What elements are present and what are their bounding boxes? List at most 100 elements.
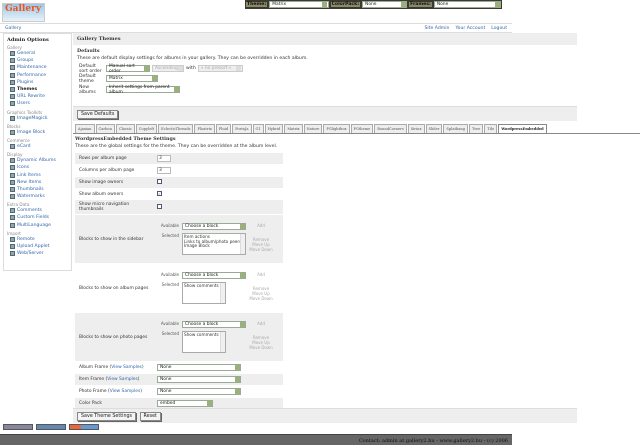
available-blocks-select[interactable]: Choose a block [182, 223, 246, 230]
album-frame-label: Album Frame (View Samples) [79, 365, 144, 370]
sidebar-item-groups[interactable]: Groups [7, 57, 68, 64]
selected-block-item[interactable]: Show comments [184, 283, 219, 288]
available-blocks-select[interactable]: Choose a block [182, 272, 246, 279]
photo-frame-select[interactable]: None [157, 388, 241, 395]
selected-blocks-list[interactable]: Show comments [182, 331, 226, 353]
sidebar-item-performance[interactable]: Performance [7, 72, 68, 79]
remove-button[interactable]: Remove [252, 237, 270, 242]
move-down-button[interactable]: Move Down [249, 247, 273, 252]
validator-badge[interactable] [3, 424, 33, 430]
sidebar-item-upload-applet[interactable]: Upload Applet [7, 243, 68, 250]
tab-hybrid[interactable]: Hybrid [264, 124, 284, 133]
gallery-badge[interactable] [69, 424, 99, 430]
selected-block-item[interactable]: Links to album/photo peers [184, 238, 242, 244]
sidebar-item-comments[interactable]: Comments [7, 207, 68, 214]
tab-roundcorners[interactable]: RoundCorners [374, 124, 407, 133]
breadcrumb-gallery[interactable]: Gallery [5, 25, 22, 31]
sidebar-item-remote[interactable]: Remote [7, 236, 68, 243]
selected-block-item[interactable]: Show comments [184, 332, 219, 337]
colorpack-select[interactable]: embed [157, 400, 213, 407]
sidebar-item-label: Upload Applet [17, 244, 50, 250]
move-up-button[interactable]: Move Up [252, 242, 270, 247]
micro-nav-checkbox[interactable] [157, 203, 162, 209]
selected-block-item[interactable]: Item actions [184, 234, 210, 239]
sidebar-item-watermarks[interactable]: Watermarks [7, 193, 68, 200]
sidebar-item-maintenance[interactable]: Maintenance [7, 64, 68, 71]
logout-link[interactable]: Logout [491, 25, 507, 31]
colorpack-select[interactable]: None [362, 1, 408, 8]
tab-nature[interactable]: Nature [303, 124, 323, 133]
theme-select[interactable]: Matrix [269, 1, 329, 8]
sidebar-item-dynamic-albums[interactable]: Dynamic Albums [7, 157, 68, 164]
sidebar-item-custom-fields[interactable]: Custom Fields [7, 214, 68, 221]
sidebar-item-ecard[interactable]: eCard [7, 143, 68, 150]
sidebar-item-image-block[interactable]: Image Block [7, 129, 68, 136]
show-image-owners-checkbox[interactable] [157, 179, 162, 184]
tab-siriux[interactable]: Siriux [407, 124, 425, 133]
tab-pglightbox[interactable]: PGlightbox [323, 124, 350, 133]
tab-portaja[interactable]: PortaJa [232, 124, 252, 133]
rows-input[interactable]: 3 [157, 155, 171, 162]
tab-matrix[interactable]: Matrix [284, 124, 303, 133]
sidebar-item-imagemagick[interactable]: ImageMagick [7, 115, 68, 122]
show-album-owners-checkbox[interactable]: ✓ [157, 191, 162, 196]
available-blocks-select[interactable]: Choose a block [182, 321, 246, 328]
sidebar-item-themes[interactable]: Themes [7, 86, 68, 93]
view-samples-link[interactable]: View Samples [111, 365, 142, 370]
reset-button[interactable]: Reset [139, 412, 161, 421]
remove-button[interactable]: Remove [252, 286, 270, 291]
tab-tree[interactable]: Tree [468, 124, 484, 133]
selected-blocks-list[interactable]: Item actions Links to album/photo peers Im… [182, 233, 246, 255]
move-up-button[interactable]: Move Up [252, 340, 270, 345]
add-button[interactable]: Add [257, 223, 265, 228]
tab-g1[interactable]: G1 [252, 124, 264, 133]
save-theme-settings-button[interactable]: Save Theme Settings [77, 412, 137, 421]
view-samples-link[interactable]: View Samples [107, 377, 138, 382]
move-down-button[interactable]: Move Down [249, 345, 273, 350]
tab-ajaxian[interactable]: Ajaxian [75, 124, 95, 133]
tab-wordpressembedded[interactable]: WordpressEmbedded [498, 124, 547, 133]
add-button[interactable]: Add [257, 272, 265, 277]
sidebar-item-plugins[interactable]: Plugins [7, 79, 68, 86]
tab-floatrix[interactable]: Floatrix [194, 124, 215, 133]
module-icon [10, 172, 15, 178]
save-defaults-button[interactable]: Save Defaults [77, 110, 119, 119]
sidebar-item-thumbnails[interactable]: Thumbnails [7, 186, 68, 193]
frames-select[interactable]: None [433, 1, 501, 8]
sidebar-item-link-items[interactable]: Link Items [7, 171, 68, 178]
view-samples-link[interactable]: View Samples [109, 389, 141, 394]
default-theme-select[interactable]: Matrix [106, 75, 158, 82]
tab-carbon[interactable]: Carbon [95, 124, 115, 133]
add-button[interactable]: Add [257, 321, 265, 326]
sidebar-item-web-server[interactable]: Web/Server [7, 250, 68, 257]
your-account-link[interactable]: Your Account [455, 25, 486, 31]
tab-copyleft[interactable]: Copyleft [135, 124, 158, 133]
sidebar-item-general[interactable]: General [7, 50, 68, 57]
selected-blocks-list[interactable]: Show comments [182, 282, 226, 304]
sidebar-item-users[interactable]: Users [7, 100, 68, 107]
tab-slider[interactable]: Slider [425, 124, 443, 133]
sidebar-item-icons[interactable]: Icons [7, 164, 68, 171]
move-up-button[interactable]: Move Up [252, 291, 270, 296]
selected-block-item[interactable]: Image Block [184, 243, 210, 249]
tab-fluid[interactable]: Fluid [215, 124, 232, 133]
sidebar-item-new-items[interactable]: New Items [7, 179, 68, 186]
sort-order-select[interactable]: Manual sort order [106, 64, 150, 74]
firefox-badge[interactable] [36, 424, 66, 430]
module-icon [10, 244, 15, 250]
move-down-button[interactable]: Move Down [249, 296, 273, 301]
sidebar-item-url-rewrite[interactable]: URL Rewrite [7, 93, 68, 100]
sidebar-item-multilanguage[interactable]: MultiLanguage [7, 222, 68, 229]
site-admin-link[interactable]: Site Admin [424, 25, 450, 31]
item-frame-select[interactable]: None [157, 376, 241, 383]
album-frame-select[interactable]: None [157, 364, 241, 371]
tab-pgtheme[interactable]: PGtheme [350, 124, 374, 133]
remove-button[interactable]: Remove [252, 335, 270, 340]
new-albums-select[interactable]: Inherit settings from parent album [106, 85, 180, 95]
tab-eclecticthreads[interactable]: EclecticThreads [158, 124, 194, 133]
gallery-logo[interactable]: Gallery [2, 3, 45, 22]
cols-input[interactable]: 3 [157, 167, 171, 174]
tab-tile[interactable]: Tile [484, 124, 498, 133]
tab-splatbang[interactable]: Splatbang [443, 124, 468, 133]
tab-classic[interactable]: Classic [115, 124, 135, 133]
